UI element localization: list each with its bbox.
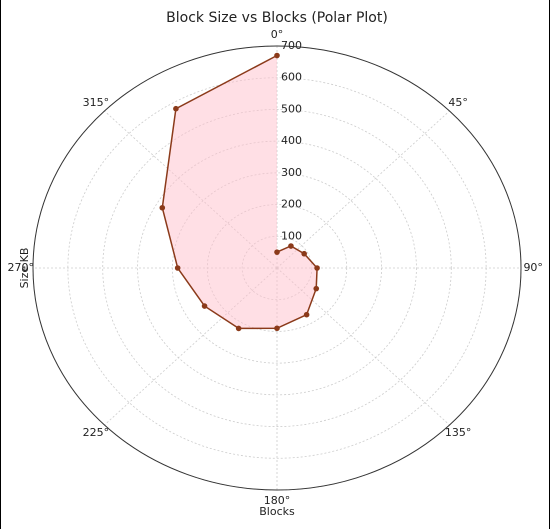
- theta-tick-label: 315°: [83, 96, 110, 109]
- r-tick-label: 500: [281, 102, 302, 115]
- point: [201, 303, 208, 309]
- point: [314, 265, 320, 271]
- point: [303, 311, 310, 318]
- theta-tick-label: 270°: [8, 261, 35, 274]
- r-tick-label: 200: [281, 198, 302, 211]
- r-tick-label: 400: [281, 134, 302, 147]
- point: [313, 285, 320, 292]
- point: [274, 52, 280, 59]
- r-tick-label: 300: [281, 166, 302, 179]
- y-axis-label: Size KB: [18, 248, 31, 289]
- theta-tick-label: 225°: [83, 426, 110, 439]
- theta-tick-label: 45°: [448, 96, 468, 109]
- theta-tick-label: 90°: [523, 261, 543, 274]
- r-tick-label: 700: [281, 39, 302, 52]
- point: [301, 250, 307, 257]
- point: [159, 204, 166, 211]
- polar-frame: [32, 45, 522, 491]
- point: [274, 325, 280, 332]
- area: [162, 55, 318, 329]
- grid-spoke: [276, 267, 450, 426]
- x-axis-label: Blocks: [259, 505, 295, 518]
- theta-tick-label: 180°: [264, 494, 291, 507]
- point: [274, 249, 280, 255]
- grid-ring: [137, 140, 417, 396]
- chart-title: Block Size vs Blocks (Polar Plot): [166, 10, 388, 26]
- theta-tick-label: 0°: [271, 28, 284, 41]
- grid-spoke: [276, 110, 450, 269]
- r-tick-label: 600: [281, 71, 302, 84]
- grid-spoke: [104, 267, 278, 426]
- point: [288, 243, 294, 249]
- point: [173, 105, 179, 112]
- theta-tick-label: 135°: [445, 426, 472, 439]
- point: [174, 265, 181, 271]
- r-tick-label: 100: [281, 229, 302, 242]
- point: [235, 325, 242, 332]
